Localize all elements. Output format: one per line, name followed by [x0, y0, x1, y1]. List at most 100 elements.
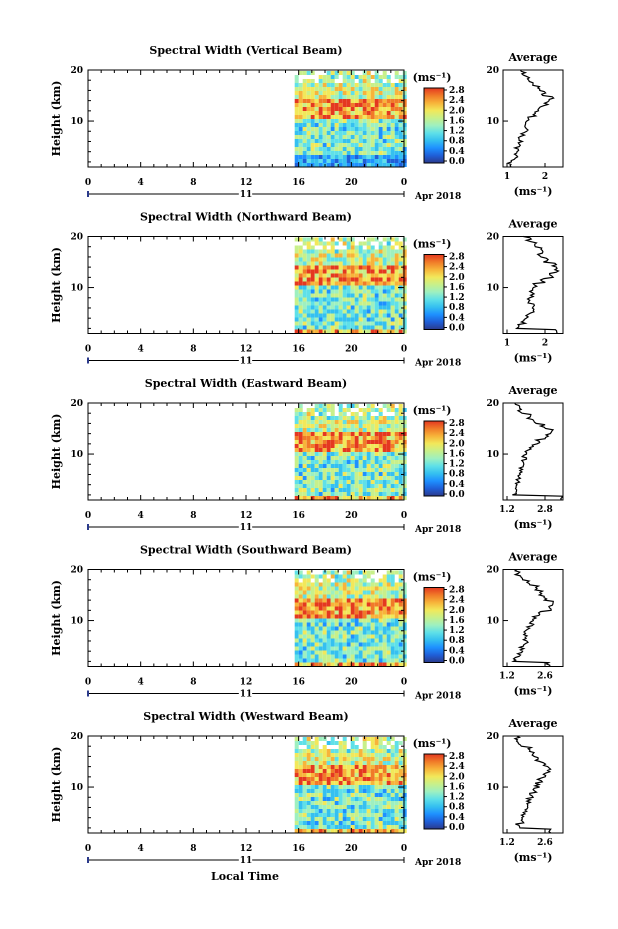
- heatmap-cell: [346, 797, 351, 801]
- heatmap-cell: [322, 626, 327, 631]
- heatmap-cell: [318, 313, 323, 318]
- heatmap-cell: [338, 448, 343, 452]
- heatmap-cell: [366, 155, 371, 159]
- heatmap-cell: [378, 107, 383, 111]
- heatmap-cell: [338, 610, 343, 615]
- colorbar-unit: (ms⁻¹): [413, 737, 452, 750]
- heatmap-cell: [342, 817, 347, 821]
- heatmap-cell: [322, 658, 327, 663]
- heatmap-cell: [350, 289, 355, 294]
- average-line: [511, 569, 554, 667]
- colorbar: [423, 420, 445, 497]
- heatmap-cell: [334, 285, 339, 290]
- heatmap-cell: [310, 606, 315, 611]
- heatmap-cell: [318, 614, 323, 619]
- heatmap-cell: [378, 737, 383, 741]
- heatmap-cell: [390, 321, 395, 326]
- heatmap-cell: [374, 757, 379, 761]
- heatmap-cell: [398, 420, 403, 424]
- heatmap-cell: [310, 95, 315, 99]
- heatmap-cell: [330, 765, 335, 769]
- heatmap-cell: [318, 630, 323, 635]
- colorbar-tick-label: 0.8: [449, 303, 465, 313]
- heatmap-cell: [342, 610, 347, 615]
- heatmap-cell: [370, 321, 375, 326]
- heatmap-cell: [358, 281, 363, 286]
- heatmap-cell: [322, 420, 327, 424]
- heatmap-cell: [310, 809, 315, 813]
- heatmap-cell: [354, 630, 359, 635]
- heatmap-cell: [338, 119, 343, 123]
- heatmap-cell: [370, 123, 375, 127]
- heatmap-cell: [306, 257, 311, 262]
- heatmap-cell: [330, 432, 335, 436]
- heatmap-cell: [350, 71, 355, 75]
- heatmap-cell: [346, 634, 351, 639]
- heatmap-cell: [334, 614, 339, 619]
- heatmap-cell: [314, 741, 319, 745]
- heatmap-cell: [386, 757, 391, 761]
- heatmap-cell: [358, 83, 363, 87]
- heatmap-cell: [342, 761, 347, 765]
- heatmap-cell: [366, 241, 371, 246]
- heatmap-cell: [306, 79, 311, 83]
- heatmap-cell: [370, 91, 375, 95]
- heatmap-cell: [362, 151, 367, 155]
- heatmap-cell: [326, 249, 331, 254]
- heatmap-cell: [358, 444, 363, 448]
- heatmap-cell: [386, 119, 391, 123]
- heatmap-cell: [394, 753, 399, 757]
- heatmap-cell: [358, 87, 363, 91]
- heatmap-cell: [294, 432, 299, 436]
- heatmap-cell: [334, 139, 339, 143]
- heatmap-cell: [382, 103, 387, 107]
- heatmap-cell: [370, 468, 375, 472]
- date-label: Apr 2018: [414, 192, 461, 202]
- heatmap-cell: [334, 484, 339, 488]
- heatmap-cell: [326, 163, 331, 167]
- heatmap-cell: [374, 646, 379, 651]
- heatmap-cell: [402, 237, 407, 242]
- heatmap-cell: [294, 115, 299, 119]
- heatmap-cell: [302, 757, 307, 761]
- average-line: [506, 69, 555, 168]
- heatmap-cell: [354, 785, 359, 789]
- heatmap-cell: [370, 749, 375, 753]
- heatmap-cell: [338, 793, 343, 797]
- heatmap-cell: [362, 472, 367, 476]
- heatmap-cell: [394, 261, 399, 266]
- heatmap-cell: [294, 606, 299, 611]
- heatmap-cell: [350, 662, 355, 667]
- heatmap-cell: [394, 127, 399, 131]
- heatmap-cell: [354, 452, 359, 456]
- heatmap-cell: [394, 87, 399, 91]
- heatmap-cell: [390, 428, 395, 432]
- heatmap-cell: [358, 436, 363, 440]
- heatmap-cell: [338, 249, 343, 254]
- heatmap-cell: [330, 582, 335, 587]
- heatmap-cell: [326, 638, 331, 643]
- heatmap-cell: [402, 79, 407, 83]
- heatmap-cell: [346, 626, 351, 631]
- heatmap-cell: [350, 777, 355, 781]
- heatmap-cell: [306, 83, 311, 87]
- heatmap-cell: [334, 769, 339, 773]
- heatmap-cell: [358, 757, 363, 761]
- heatmap-cell: [302, 488, 307, 492]
- heatmap-cell: [402, 293, 407, 298]
- heatmap-cell: [362, 321, 367, 326]
- heatmap-cell: [314, 488, 319, 492]
- heatmap-cell: [298, 821, 303, 825]
- heatmap-cell: [358, 241, 363, 246]
- heatmap-cell: [378, 488, 383, 492]
- heatmap-cell: [390, 753, 395, 757]
- heatmap-cell: [326, 432, 331, 436]
- heatmap-cell: [326, 123, 331, 127]
- heatmap-cell: [298, 472, 303, 476]
- heatmap-cell: [314, 793, 319, 797]
- heatmap-cell: [386, 622, 391, 627]
- heatmap-cell: [402, 147, 407, 151]
- heatmap-cell: [346, 432, 351, 436]
- heatmap-cell: [382, 131, 387, 135]
- heatmap-cell: [310, 492, 315, 496]
